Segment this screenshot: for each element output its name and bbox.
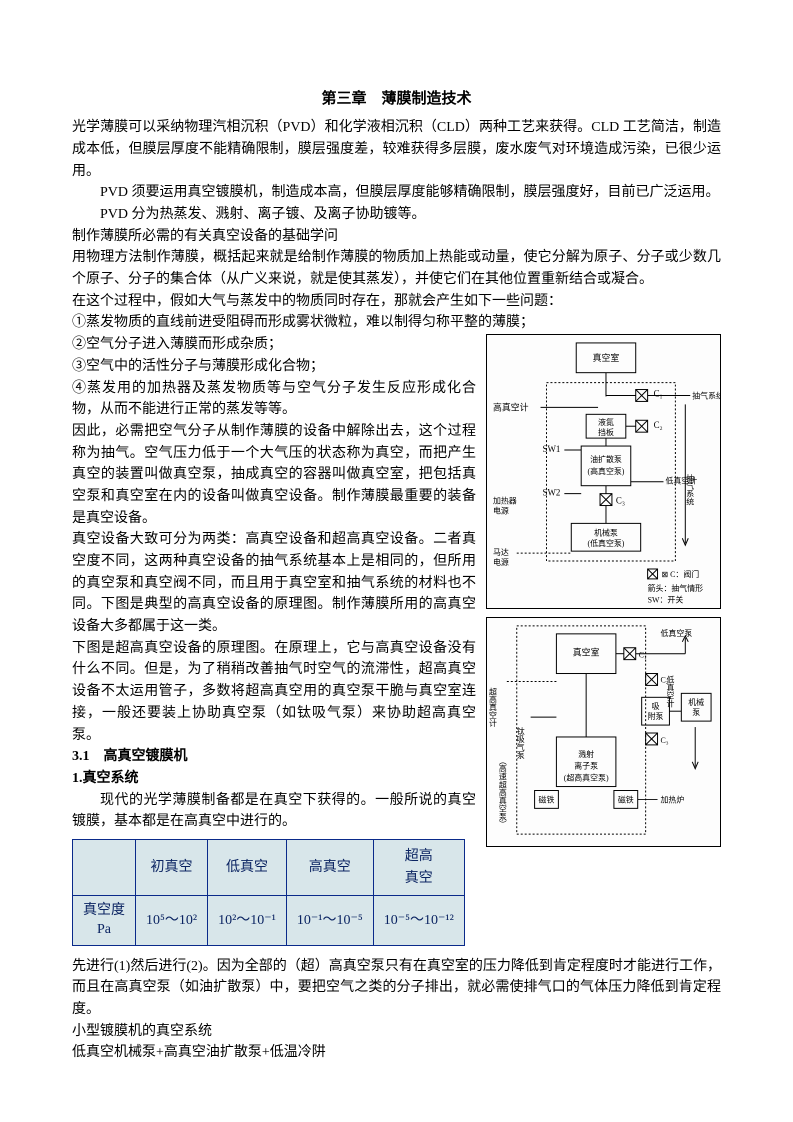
- d2-mech-l1: 机械: [688, 697, 704, 707]
- intro-p3: PVD 分为热蒸发、溅射、离子镀、及离子协助镀等。: [72, 204, 721, 226]
- intro-p1: 光学薄膜可以采纳物理汽相沉积（PVD）和化学液相沉积（CLD）两种工艺来获得。C…: [72, 117, 721, 182]
- sec31-title: 高真空镀膜机: [104, 749, 188, 764]
- d1-hgauge: 高真空计: [493, 401, 529, 412]
- d2-ion-l3: (超高真空泵): [564, 772, 609, 782]
- table-c2: 10²～10⁻¹: [208, 896, 287, 945]
- d1-legend2: 箭头：抽气情形: [648, 583, 704, 593]
- d2-lowg: 低真空计: [666, 674, 675, 708]
- d2-sorb-l1: 吸: [652, 702, 660, 711]
- sub1-head: 1.真空系统: [72, 768, 476, 790]
- d2-ion-l1: 溅射: [578, 749, 594, 759]
- chapter-title: 第三章 薄膜制造技术: [72, 88, 721, 111]
- d1-heater-l1: 加热器: [493, 496, 517, 506]
- table-c4: 10⁻⁵～10⁻¹²: [373, 896, 464, 945]
- d1-chamber-label: 真空室: [593, 352, 620, 363]
- intro-p5: 用物理方法制作薄膜，概括起来就是给制作薄膜的物质加上热能或动量，使它分解为原子、…: [72, 247, 721, 290]
- d1-motor-l2: 电源: [493, 557, 509, 567]
- d2-chamber: 真空室: [573, 646, 600, 657]
- intro-p6: 在这个过程中，假如大气与蒸发中的物质同时存在，那就会产生如下一些问题：: [72, 291, 721, 313]
- ultra-high-vacuum-diagram: 真空室 超高真空计 钛吸气泵 C₁ 低真空泵 C₂: [486, 617, 721, 847]
- d1-legend3: SW：开关: [648, 595, 684, 605]
- section-3.1: 3.1 高真空镀膜机: [72, 746, 476, 768]
- table-c3: 10⁻¹～10⁻⁵: [286, 896, 373, 945]
- d2-sidebar: （高速超高真空泵）: [498, 757, 507, 828]
- sec31-num: 3.1: [72, 749, 90, 764]
- d1-baffle-l1: 液氮: [598, 417, 614, 427]
- sec31-p1: 现代的光学薄膜制备都是在真空下获得的。一般所说的真空镀膜，基本都是在高真空中进行…: [72, 790, 476, 833]
- d2-sorb-l2: 附泵: [648, 711, 664, 721]
- table-h2: 低真空: [208, 839, 287, 895]
- sub1-num: 1.: [72, 771, 83, 786]
- d2-ion-l2: 离子泵: [574, 760, 598, 770]
- d1-c3: C₃: [616, 496, 625, 506]
- table-c1: 10⁵～10²: [136, 896, 208, 945]
- d2-mech-l2: 泵: [692, 708, 700, 717]
- high-vacuum-diagram: 真空室 C₁ 抽气系统 高真空计 液氮 挡板 C₂: [486, 334, 721, 609]
- intro-p2: PVD 须要运用真空镀膜机，制造成本高，但膜层厚度能够精确限制，膜层强度好，目前…: [72, 182, 721, 204]
- d1-exhaust: 抽气系统: [692, 391, 721, 401]
- mid-p1: 因此，必需把空气分子从制作薄膜的设备中解除出去，这个过程称为抽气。空气压力低于一…: [72, 421, 476, 529]
- list-item-1: ①蒸发物质的直线前进受阻碍而形成雾状微粒，难以制得匀称平整的薄膜；: [72, 312, 721, 334]
- d2-mag1: 磁铁: [539, 794, 555, 804]
- table-h3: 高真空: [286, 839, 373, 895]
- list-item-4: ④蒸发用的加热器及蒸发物质等与空气分子发生反应形成化合物，从而不能进行正常的蒸发…: [72, 378, 476, 421]
- d1-diff-l2: (高真空泵): [587, 466, 624, 476]
- d1-mech-l2: (低真空泵): [587, 538, 624, 548]
- table-h4: 超高真空: [373, 839, 464, 895]
- d2-uhg: 超高真空计: [488, 686, 497, 728]
- table-rowhead-empty: [73, 839, 136, 895]
- d1-diff-l1: 油扩散泵: [590, 454, 622, 464]
- list-item-2: ②空气分子进入薄膜而形成杂质；: [72, 334, 476, 356]
- d1-c2: C₂: [654, 420, 663, 430]
- intro-p4: 制作薄膜所必需的有关真空设备的基础学问: [72, 226, 721, 248]
- d1-exh-label: 抽气系统: [686, 473, 695, 507]
- d2-heater: 加热炉: [661, 794, 685, 804]
- table-row: 真空度Pa 10⁵～10² 10²～10⁻¹ 10⁻¹～10⁻⁵ 10⁻⁵～10…: [73, 896, 465, 945]
- d1-baffle-l2: 挡板: [598, 427, 614, 437]
- d2-low: 低真空泵: [661, 628, 693, 638]
- d1-sw2: SW2: [543, 488, 561, 498]
- d1-motor-l1: 马达: [493, 547, 509, 557]
- table-row: 初真空 低真空 高真空 超高真空: [73, 839, 465, 895]
- d2-c1: C₁: [639, 650, 647, 659]
- table-h1: 初真空: [136, 839, 208, 895]
- d1-mech-l1: 机械泵: [594, 527, 618, 537]
- sub1-title: 真空系统: [83, 771, 139, 786]
- d1-heater-l2: 电源: [493, 506, 509, 516]
- d1-sw1: SW1: [543, 444, 561, 454]
- mid-p3: 下图是超高真空设备的原理图。在原理上，它与高真空设备没有什么不同。但是，为了稍稍…: [72, 638, 476, 746]
- d1-c1: C₁: [654, 389, 663, 399]
- mid-p2: 真空设备大致可分为两类：高真空设备和超高真空设备。二者真空度不同，这两种真空设备…: [72, 529, 476, 637]
- tail-p1: 先进行(1)然后进行(2)。因为全部的（超）高真空泵只有在真空室的压力降低到肯定…: [72, 956, 721, 1021]
- d1-legend1: ⊠ C：阀门: [662, 569, 700, 579]
- list-item-3: ③空气中的活性分子与薄膜形成化合物；: [72, 356, 476, 378]
- tail-p2: 小型镀膜机的真空系统: [72, 1021, 721, 1043]
- d2-c3: C₃: [661, 736, 669, 745]
- d2-mag2: 磁铁: [618, 794, 634, 804]
- d2-tig: 钛吸气泵: [516, 726, 525, 759]
- table-rowhead: 真空度Pa: [73, 896, 136, 945]
- tail-p3: 低真空机械泵+高真空油扩散泵+低温冷阱: [72, 1042, 721, 1064]
- vacuum-table: 初真空 低真空 高真空 超高真空 真空度Pa 10⁵～10² 10²～10⁻¹ …: [72, 839, 465, 946]
